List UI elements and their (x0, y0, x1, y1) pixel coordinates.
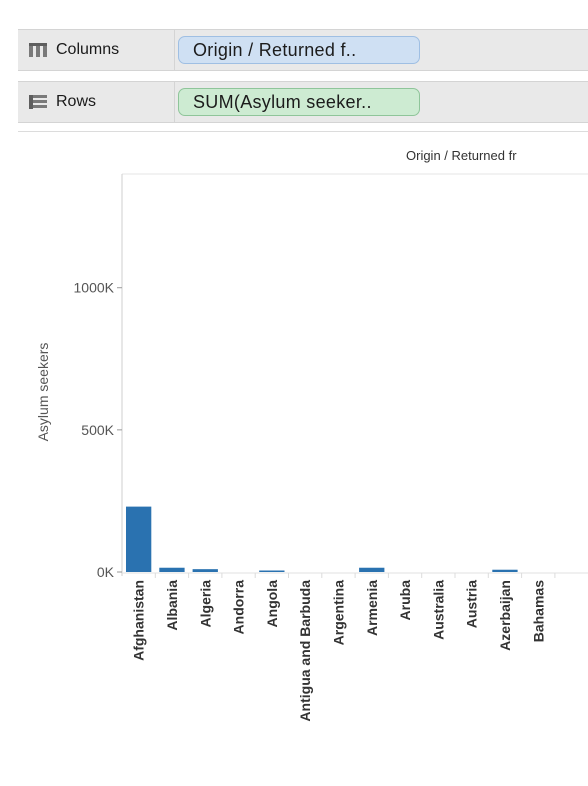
rows-pill-asylum-seekers[interactable]: SUM(Asylum seeker.. (178, 88, 420, 116)
category-label: Australia (430, 580, 446, 640)
bar-angola (259, 570, 285, 572)
category-label: Armenia (364, 580, 380, 636)
y-tick-label: 0K (97, 564, 115, 580)
category-label: Angola (264, 580, 280, 628)
columns-shelf[interactable]: Columns Origin / Returned f.. (18, 29, 588, 71)
columns-icon (28, 42, 48, 58)
rows-icon (28, 94, 48, 110)
tableau-worksheet: Columns Origin / Returned f.. Rows SUM(A… (18, 23, 588, 763)
bar-algeria (192, 569, 218, 572)
category-label: Afghanistan (131, 580, 147, 661)
category-label: Azerbaijan (497, 580, 513, 651)
rows-shelf[interactable]: Rows SUM(Asylum seeker.. (18, 81, 588, 123)
y-axis-title: Asylum seekers (35, 343, 51, 442)
category-label: Bahamas (530, 580, 546, 642)
rows-shelf-label: Rows (18, 82, 175, 122)
columns-shelf-label: Columns (18, 30, 175, 70)
category-label: Aruba (397, 580, 413, 621)
chart-area: Origin / Returned fr Asylum seekers 0K 50… (18, 131, 588, 764)
category-label: Andorra (231, 580, 247, 635)
bar-armenia (359, 567, 385, 572)
y-tick-label: 500K (81, 422, 114, 438)
category-label: Albania (164, 580, 180, 631)
bar-azerbaijan (492, 569, 518, 572)
category-label: Algeria (197, 580, 213, 628)
bar-afghanistan (125, 506, 152, 572)
category-label: Austria (464, 580, 480, 628)
bar-albania (159, 567, 185, 572)
column-header: Origin / Returned fr (406, 148, 517, 163)
columns-pill-origin[interactable]: Origin / Returned f.. (178, 36, 420, 64)
bar-chart: Origin / Returned fr Asylum seekers 0K 50… (35, 148, 588, 722)
y-tick-label: 1000K (74, 280, 115, 296)
category-label: Antigua and Barbuda (297, 580, 313, 722)
category-label: Argentina (330, 580, 346, 646)
columns-label-text: Columns (56, 41, 120, 58)
rows-label-text: Rows (56, 93, 97, 110)
